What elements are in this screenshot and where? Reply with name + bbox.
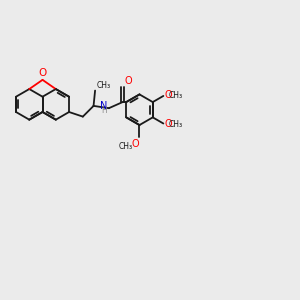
Text: N: N: [100, 101, 107, 111]
Text: O: O: [164, 119, 172, 129]
Text: CH₃: CH₃: [119, 142, 133, 151]
Text: CH₃: CH₃: [97, 81, 111, 90]
Text: H: H: [101, 106, 107, 115]
Text: O: O: [38, 68, 47, 77]
Text: O: O: [124, 76, 132, 86]
Text: CH₃: CH₃: [169, 91, 183, 100]
Text: O: O: [164, 90, 172, 100]
Text: O: O: [131, 139, 139, 149]
Text: CH₃: CH₃: [169, 120, 183, 129]
